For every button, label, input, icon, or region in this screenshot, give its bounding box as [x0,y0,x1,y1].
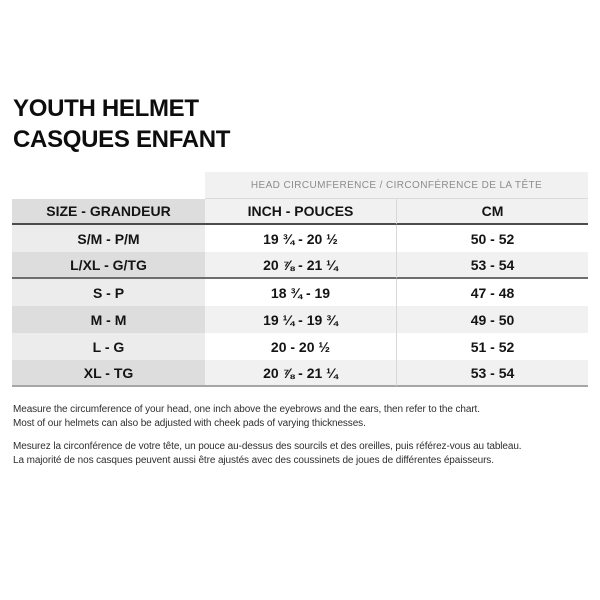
cm-cell: 49 - 50 [396,306,588,333]
page-title-en: YOUTH HELMET [13,95,199,122]
size-cell: L - G [12,333,205,360]
table-corner-spacer [12,172,205,199]
column-header-size: SIZE - GRANDEUR [12,199,205,225]
note-en: Measure the circumference of your head, … [13,403,588,431]
notes: Measure the circumference of your head, … [13,403,588,468]
cm-cell: 53 - 54 [396,252,588,279]
inch-cell: 20 ⅞ - 21 ¼ [205,252,396,279]
page-title-fr: CASQUES ENFANT [13,126,231,153]
note-fr-line2: La majorité de nos casques peuvent aussi… [13,455,494,466]
inch-cell: 19 ¾ - 20 ½ [205,225,396,252]
size-chart-page: YOUTH HELMET CASQUES ENFANT HEAD CIRCUMF… [12,93,588,468]
cm-cell: 47 - 48 [396,279,588,306]
size-cell: S/M - P/M [12,225,205,252]
inch-cell: 20 - 20 ½ [205,333,396,360]
size-cell: M - M [12,306,205,333]
cm-cell: 51 - 52 [396,333,588,360]
size-cell: XL - TG [12,360,205,387]
inch-cell: 20 ⅞ - 21 ¼ [205,360,396,387]
note-fr: Mesurez la circonférence de votre tête, … [13,440,588,468]
size-cell: S - P [12,279,205,306]
note-fr-line1: Mesurez la circonférence de votre tête, … [13,441,522,452]
cm-cell: 53 - 54 [396,360,588,387]
head-circumference-header: HEAD CIRCUMFERENCE / CIRCONFÉRENCE DE LA… [205,172,588,199]
note-en-line1: Measure the circumference of your head, … [13,404,480,415]
inch-cell: 18 ¾ - 19 [205,279,396,306]
cm-cell: 50 - 52 [396,225,588,252]
note-en-line2: Most of our helmets can also be adjusted… [13,418,366,429]
size-cell: L/XL - G/TG [12,252,205,279]
size-table: HEAD CIRCUMFERENCE / CIRCONFÉRENCE DE LA… [12,172,588,387]
inch-cell: 19 ¼ - 19 ¾ [205,306,396,333]
column-header-inch: INCH - POUCES [205,199,396,225]
column-header-cm: CM [396,199,588,225]
page-title: YOUTH HELMET CASQUES ENFANT [13,93,588,155]
